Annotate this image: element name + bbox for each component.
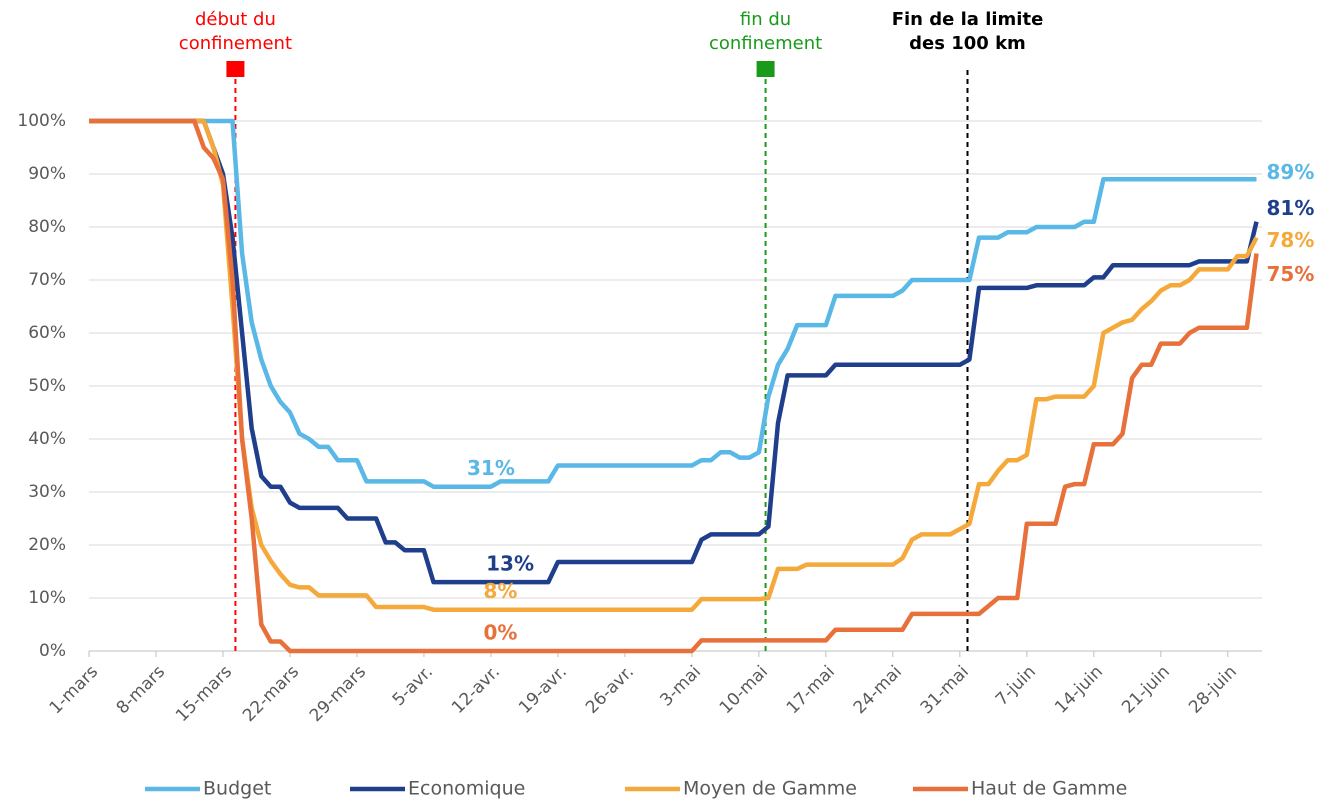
annotation-text: fin du [740, 9, 791, 30]
y-tick-label: 80% [28, 217, 66, 237]
y-tick-label: 50% [28, 376, 66, 396]
data-label: 75% [1267, 262, 1315, 286]
y-tick-label: 60% [28, 323, 66, 343]
x-tick-label: 28-juin [1185, 662, 1241, 718]
annotation-text: Fin de la limite [892, 9, 1044, 30]
legend-label: Haut de Gamme [971, 778, 1127, 800]
x-tick-label: 15-mars [172, 662, 236, 726]
annotation-marker [756, 61, 775, 77]
legend-label: Budget [203, 778, 271, 800]
data-label: 89% [1267, 160, 1315, 184]
data-label: 8% [484, 579, 518, 603]
y-tick-label: 20% [28, 535, 66, 555]
y-tick-label: 90% [28, 164, 66, 184]
x-tick-label: 24-mai [850, 662, 906, 718]
annotation-marker [226, 61, 245, 77]
data-label: 0% [484, 621, 518, 645]
x-tick-label: 5-avr. [389, 662, 437, 710]
annotation-text: des 100 km [909, 33, 1026, 54]
x-tick-label: 10-mai [716, 662, 772, 718]
annotation-text: confinement [179, 33, 292, 54]
y-tick-label: 10% [28, 588, 66, 608]
data-label: 81% [1267, 196, 1315, 220]
y-tick-label: 30% [28, 482, 66, 502]
x-tick-label: 22-mars [239, 662, 303, 726]
x-tick-label: 14-juin [1051, 662, 1107, 718]
x-tick-label: 7-juin [992, 662, 1040, 710]
x-tick-label: 31-mai [917, 662, 973, 718]
legend-label: Economique [408, 778, 525, 800]
x-tick-label: 3-mai [656, 662, 705, 711]
x-tick-label: 8-mars [113, 662, 170, 719]
series-line [89, 118, 1259, 654]
x-tick-label: 29-mars [306, 662, 370, 726]
x-tick-label: 21-juin [1118, 662, 1174, 718]
annotation-text: début du [195, 9, 276, 30]
annotation-text: confinement [709, 33, 822, 54]
series-line [89, 118, 1257, 489]
series-line [89, 118, 1259, 585]
data-label: 31% [467, 456, 515, 480]
x-tick-label: 26-avr. [582, 662, 638, 718]
legend-label: Moyen de Gamme [683, 778, 857, 800]
y-tick-label: 40% [28, 429, 66, 449]
y-tick-label: 100% [17, 111, 66, 131]
x-tick-label: 1-mars [46, 662, 103, 719]
data-label: 78% [1267, 228, 1315, 252]
x-tick-label: 19-avr. [515, 662, 571, 718]
y-tick-label: 0% [39, 641, 66, 661]
x-tick-label: 17-mai [783, 662, 839, 718]
x-tick-label: 12-avr. [448, 662, 504, 718]
series-line [89, 118, 1259, 612]
data-label: 13% [486, 552, 534, 576]
y-tick-label: 70% [28, 270, 66, 290]
